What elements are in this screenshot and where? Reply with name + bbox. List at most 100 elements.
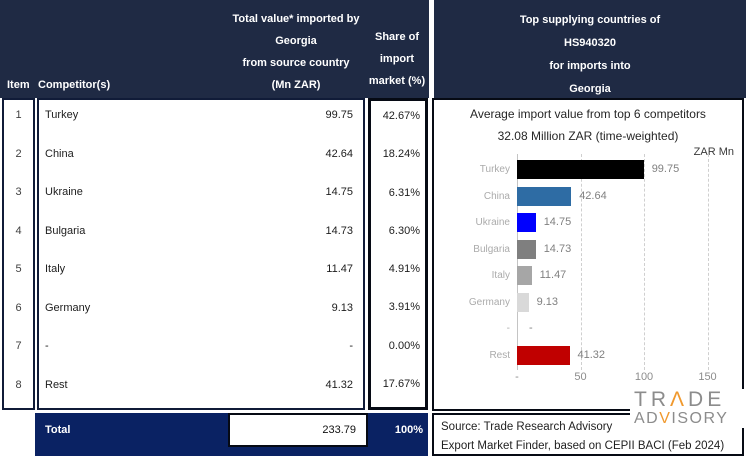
table-row: Germany 9.13 [39,293,363,332]
item-number: 1 [15,109,22,121]
y-axis-line [517,154,518,370]
bar-value-label: 9.13 [536,295,559,308]
share-value: 18.24% [382,148,420,161]
share-header-line: Share of [374,31,419,43]
chart-header-line: for imports into [549,60,631,72]
competitor-column-header: Competitor(s) [38,79,111,91]
table-row: Rest 41.32 [39,370,363,409]
chart-title: Average import value from top 6 competit… [470,107,706,121]
gridline [707,154,709,370]
table-row: Italy 11.47 [39,254,363,293]
competitor-name: - [45,340,49,352]
source-line: Export Market Finder, based on CEPII BAC… [441,440,725,452]
share-value: 42.67% [382,110,420,122]
bar-row: Germany 9.13 [434,290,740,316]
bar [517,292,529,312]
share-value: 3.91% [388,301,420,314]
share-header-line: market (%) [368,75,426,87]
import-value: 11.47 [326,263,353,275]
x-tick-label: 50 [574,371,587,383]
bar-value-label: 99.75 [651,163,680,175]
item-number: 3 [15,186,22,198]
bar-value-label: 14.73 [543,242,572,255]
competitor-name: China [45,147,74,160]
bar-category-label: China [483,190,510,202]
bar [517,266,532,285]
total-row-share: 100% [368,413,428,447]
table-row: China 42.64 [39,139,363,178]
bar-row: Ukraine 14.75 [434,210,740,236]
item-number: 2 [15,147,22,160]
share-value: 17.67% [382,377,420,390]
competitor-name: Turkey [45,109,79,121]
x-tick-label: 100 [634,371,654,383]
value-header-line: Total value* imported by [232,13,360,25]
value-header-line: Georgia [275,35,317,47]
value-header-line: from source country [242,57,350,69]
import-value: 9.13 [331,301,353,314]
bar-row: China 42.64 [434,184,740,210]
logo-orange-caret: Λ [670,388,689,411]
bar-category-label: Bulgaria [473,243,510,255]
total-row-value: 233.79 [228,413,368,447]
import-value: - [349,340,353,352]
share-value: 6.31% [388,186,420,199]
import-value: 99.75 [325,109,353,121]
x-tick-label: 150 [698,371,717,383]
logo-line-trade: TRΛDE [634,388,726,411]
gridline [580,154,582,370]
bar-category-label: Rest [489,349,510,361]
competitor-name: Italy [45,263,66,275]
chart-header-line: Top supplying countries of [519,14,661,26]
competitor-name: Bulgaria [45,224,86,237]
total-row-bottom-bar [35,447,428,456]
bar [517,186,572,206]
bar-value-label: 11.47 [539,269,567,281]
item-number: 4 [15,224,22,237]
bar-value-label: 42.64 [579,189,607,202]
competitor-name: Rest [45,378,68,391]
bar-category-label: Ukraine [475,217,510,228]
bar-category-label: Italy [491,270,510,281]
bar-chart-plot: Turkey 99.75 China 42.64 Ukraine 14.75 Bulgari… [434,154,740,370]
import-value: 14.73 [325,224,353,237]
table-row: Turkey 99.75 [39,100,363,139]
bar-category-label: Germany [468,296,510,308]
chart-header-line: Georgia [569,83,611,95]
bar-value-label: 41.32 [577,348,606,361]
x-tick-label: - [515,371,519,383]
source-line: Source: Trade Research Advisory [441,421,613,433]
chart-panel-header: Top supplying countries of HS940320 for … [434,0,746,98]
share-column-header: Share of import market (%) [366,26,428,92]
trade-advisory-logo: TRΛDE ADVISORY [630,389,746,428]
item-number: 5 [15,263,22,275]
bar [517,213,536,232]
total-row-label: Total [35,413,228,447]
bar-value-label: 14.75 [543,216,572,228]
item-number: 8 [15,378,22,391]
bar-value-label: - [529,322,533,334]
bar [517,345,570,365]
chart-panel: Average import value from top 6 competit… [432,98,744,411]
bar-row: Turkey 99.75 [434,157,740,183]
value-header-line: (Mn ZAR) [271,79,321,91]
share-column: 42.67% 18.24% 6.31% 6.30% 4.91% 3.91% 0.00% 17.… [368,98,428,410]
share-value: 6.30% [388,224,420,237]
import-value: 41.32 [325,378,353,391]
chart-header-line: HS940320 [564,37,616,49]
bar-row: -- [434,316,740,342]
value-column-header: Total value* imported by Georgia from so… [228,8,364,96]
import-value: 42.64 [325,147,353,160]
logo-orange-v: V [659,410,672,427]
import-value: 14.75 [325,186,353,198]
table-row: Bulgaria 14.73 [39,216,363,255]
item-column: 1 2 3 4 5 6 7 8 [2,98,35,410]
chart-subtitle: 32.08 Million ZAR (time-weighted) [497,129,679,143]
bar [517,239,536,259]
table-row: -- [39,331,363,370]
share-value: 4.91% [388,263,420,275]
source-box: Source: Trade Research Advisory Export M… [432,413,744,456]
competitor-value-column: Turkey 99.75 China 42.64 Ukraine 14.75 Bulgari… [37,98,365,410]
table-row: Ukraine 14.75 [39,177,363,216]
